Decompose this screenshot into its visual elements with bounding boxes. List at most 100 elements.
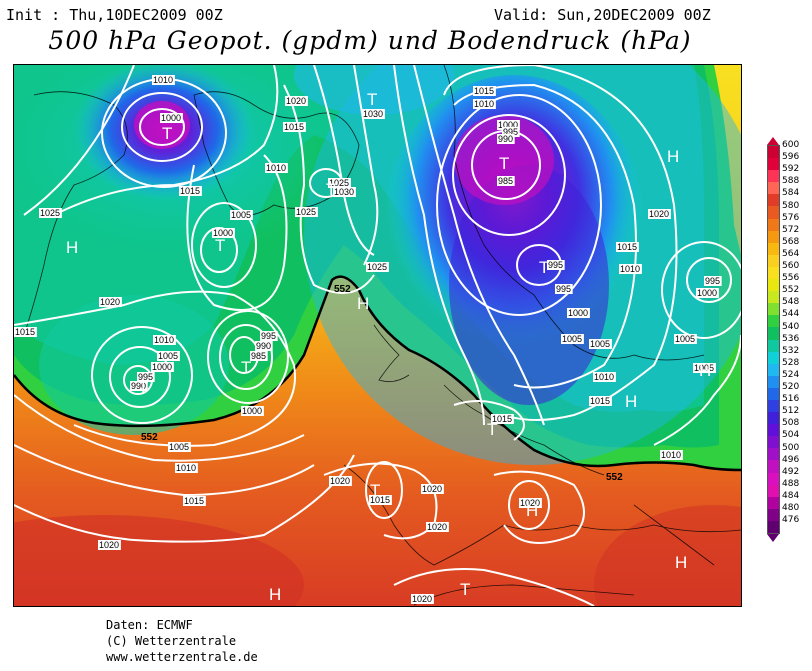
isobar-label: 995 [556, 284, 571, 294]
isobar-label: 1015 [284, 122, 304, 132]
isobar-label: 1005 [675, 334, 695, 344]
isobar-label: 1000 [697, 288, 717, 298]
color-scale-segment [768, 484, 779, 497]
isobar-label: 1005 [562, 334, 582, 344]
pressure-center: H [66, 238, 78, 257]
color-scale-segment [768, 158, 779, 171]
pressure-center: T [539, 258, 549, 277]
isobar-label: 1015 [492, 414, 512, 424]
color-scale-segment [768, 399, 779, 413]
color-scale-segment [768, 520, 779, 533]
isobar-label: 995 [548, 260, 563, 270]
color-scale-segment [768, 460, 779, 473]
scale-tick-label: 500 [782, 442, 800, 453]
isobar-label: 1005 [169, 442, 189, 452]
pressure-centers: T T T T T T T T T T T H H H H H H H H [66, 90, 711, 604]
isobar-label: 1005 [694, 363, 714, 373]
scale-tick-label: 544 [782, 309, 800, 320]
isobar-label: 1030 [363, 109, 383, 119]
scale-tick-label: 480 [782, 503, 800, 513]
scale-tick-label: 504 [782, 430, 800, 441]
scale-tick-label: 516 [782, 394, 800, 405]
isobar-label: 1020 [286, 96, 306, 106]
isobar-label: 1020 [520, 498, 540, 508]
isobar-label: 1025 [329, 178, 349, 188]
isobar-label: 995 [138, 372, 153, 382]
pressure-center: T [367, 90, 377, 109]
isobar-label: 995 [705, 276, 720, 286]
isobar-label: 1010 [594, 372, 614, 382]
pressure-center: T [499, 154, 509, 173]
pressure-center: H [699, 361, 711, 380]
credits: Daten: ECMWF (C) Wetterzentrale www.wett… [106, 617, 258, 665]
isobar-label: 1000 [242, 406, 262, 416]
pressure-center: T [215, 236, 225, 255]
color-scale-segment [768, 303, 779, 316]
color-scale-segment [768, 254, 779, 267]
scale-tick-label: 600 [782, 140, 800, 150]
pressure-center: H [269, 585, 281, 604]
isobar-label: 1005 [231, 210, 251, 220]
color-scale-segment [768, 218, 779, 231]
scale-tick-label: 552 [782, 285, 800, 296]
scale-tick-label: 596 [782, 152, 800, 163]
scale-bottom-arrow [767, 534, 779, 543]
pressure-center: H [675, 553, 687, 572]
pressure-center: T [138, 378, 148, 397]
isobar-label: 990 [498, 134, 513, 144]
scale-tick-label: 556 [782, 273, 800, 284]
color-scale-segment [768, 170, 779, 183]
credits-data-source: Daten: ECMWF [106, 618, 193, 632]
pressure-center: T [487, 420, 497, 439]
isobar-label: 1010 [154, 335, 174, 345]
isobar-label: 1000 [161, 113, 181, 123]
color-scale-segment [768, 436, 779, 449]
pressure-center: T [326, 180, 336, 199]
pressure-center: T [241, 358, 251, 377]
scale-tick-label: 564 [782, 248, 800, 259]
height-contour-labels: 552 552 552 [141, 284, 623, 483]
scale-top-arrow [767, 137, 779, 145]
scale-tick-label: 508 [782, 418, 800, 429]
color-scale-segment [768, 472, 779, 485]
isobar-label: 1015 [180, 186, 200, 196]
weather-map: 1010 1000 1015 1025 1020 1015 1010 1005 1000 1025… [13, 64, 742, 607]
init-time: Init : Thu,10DEC2009 00Z [6, 6, 223, 24]
color-scale-segment [768, 206, 779, 219]
isobar-label: 1015 [617, 242, 637, 252]
scale-tick-label: 592 [782, 164, 800, 175]
isobar-label: 1005 [590, 339, 610, 349]
color-scale-segment [768, 291, 779, 304]
isobar-label: 1025 [296, 207, 316, 217]
color-scale-segment [768, 387, 779, 400]
isobar-label: 1015 [15, 327, 35, 337]
color-scale-segment [768, 266, 779, 280]
scale-tick-label: 548 [782, 297, 800, 308]
credits-website[interactable]: www.wetterzentrale.de [106, 650, 258, 664]
isobar-labels: 1010 1000 1015 1025 1020 1015 1010 1005 1000 1025… [14, 75, 722, 604]
color-scale-segment [768, 230, 779, 243]
height-label: 552 [606, 472, 623, 483]
pressure-center: H [526, 501, 538, 520]
color-scale-segment [768, 327, 779, 340]
color-scale-segment [768, 424, 779, 437]
color-scale-segment [768, 146, 779, 159]
pressure-center: T [370, 481, 380, 500]
isobar-label: 990 [131, 381, 146, 391]
isobar-label: 1010 [176, 463, 196, 473]
isobar-label: 1030 [334, 187, 354, 197]
color-scale-segment [768, 363, 779, 376]
color-scale-segment [768, 182, 779, 195]
valid-time: Valid: Sun,20DEC2009 00Z [494, 6, 711, 24]
isobar-label: 1015 [590, 396, 610, 406]
isobar-label: 1010 [620, 264, 640, 274]
scale-tick-label: 584 [782, 188, 800, 199]
color-scale-segment [768, 242, 779, 255]
isobar-label: 1025 [40, 208, 60, 218]
isobar-label: 1000 [213, 228, 233, 238]
height-label: 552 [141, 432, 158, 443]
color-scale-segment [768, 375, 779, 388]
isobar-label: 1020 [99, 540, 119, 550]
isobar-label: 1025 [367, 262, 387, 272]
scale-tick-label: 568 [782, 236, 800, 247]
